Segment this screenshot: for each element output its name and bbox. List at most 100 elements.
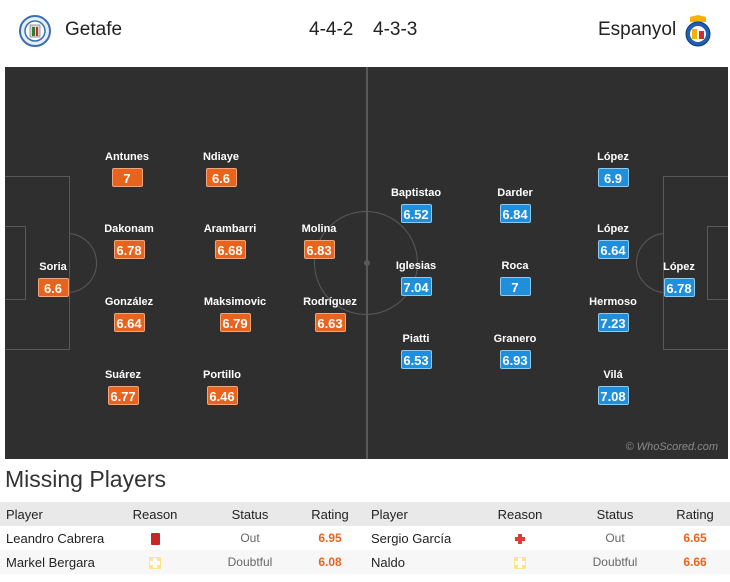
- player-rating: 6.9: [597, 168, 629, 187]
- player-name: Hermoso: [589, 296, 637, 308]
- table-row: Markel Bergara Doubtful 6.08 Naldo Doubt…: [0, 550, 730, 574]
- rating-cell: 6.65: [660, 526, 730, 550]
- player-rating: 6.83: [303, 240, 335, 259]
- column-header-rating[interactable]: Rating: [295, 502, 365, 526]
- home-team-name[interactable]: Getafe: [65, 19, 123, 40]
- player-rating: 6.78: [663, 278, 695, 297]
- player-marker[interactable]: López 6.64: [573, 222, 653, 260]
- reason-cell: [105, 526, 205, 550]
- column-header-rating[interactable]: Rating: [660, 502, 730, 526]
- rating-cell: 6.95: [295, 526, 365, 550]
- injury-icon: [514, 533, 526, 546]
- player-marker[interactable]: Maksimovic 6.79: [195, 295, 275, 333]
- away-team-name[interactable]: Espanyol: [598, 19, 677, 40]
- player-marker[interactable]: Suárez 6.77: [83, 368, 163, 406]
- rating-cell: 6.66: [660, 550, 730, 574]
- player-marker[interactable]: Antunes 7: [87, 150, 167, 188]
- missing-players-title: Missing Players: [5, 466, 167, 492]
- player-rating: 6.79: [219, 313, 251, 332]
- player-marker[interactable]: Rodríguez 6.63: [290, 295, 370, 333]
- status-cell: Out: [570, 526, 660, 550]
- player-rating: 7.04: [400, 277, 432, 296]
- player-marker[interactable]: López 6.9: [573, 150, 653, 188]
- player-marker[interactable]: López 6.78: [639, 260, 719, 298]
- player-name: López: [597, 223, 629, 235]
- player-rating: 6.78: [113, 240, 145, 259]
- player-name: Dakonam: [104, 223, 154, 235]
- penalty-box-left: [5, 176, 70, 350]
- player-rating: 6.64: [113, 313, 145, 332]
- player-rating: 6.84: [499, 204, 531, 223]
- player-marker[interactable]: Hermoso 7.23: [573, 295, 653, 333]
- player-marker[interactable]: Soria 6.6: [13, 260, 93, 298]
- center-spot: [364, 260, 370, 266]
- watermark: © WhoScored.com: [625, 441, 718, 453]
- column-header-status[interactable]: Status: [570, 502, 660, 526]
- player-name: Suárez: [104, 369, 142, 381]
- player-name: Portillo: [203, 369, 241, 381]
- away-formation: 4-3-3: [373, 19, 418, 40]
- player-marker[interactable]: Piatti 6.53: [376, 332, 456, 370]
- player-marker[interactable]: Portillo 6.46: [182, 368, 262, 406]
- center-circle: [314, 211, 418, 315]
- column-header-status[interactable]: Status: [205, 502, 295, 526]
- home-formation: 4-4-2: [309, 19, 354, 40]
- player-rating: 7: [499, 277, 531, 296]
- player-rating: 7.23: [597, 313, 629, 332]
- player-name: Ndiaye: [202, 151, 240, 163]
- player-name: Arambarri: [203, 223, 257, 235]
- player-rating: 7: [111, 168, 143, 187]
- player-rating: 6.46: [206, 386, 238, 405]
- player-link[interactable]: Naldo: [365, 550, 470, 574]
- player-rating: 6.64: [597, 240, 629, 259]
- six-yard-box-left: [5, 226, 26, 300]
- player-marker[interactable]: Granero 6.93: [475, 332, 555, 370]
- player-rating: 6.63: [314, 313, 346, 332]
- player-name: Vilá: [603, 369, 623, 381]
- player-name: Molina: [301, 223, 337, 235]
- getafe-crest-icon[interactable]: [19, 14, 51, 48]
- status-cell: Doubtful: [205, 550, 295, 574]
- doubtful-icon: [514, 557, 526, 570]
- player-name: Iglesias: [395, 260, 437, 272]
- player-rating: 6.77: [107, 386, 139, 405]
- player-marker[interactable]: Dakonam 6.78: [89, 222, 169, 260]
- red-card-icon: [150, 533, 160, 546]
- column-header-reason[interactable]: Reason: [105, 502, 205, 526]
- player-marker[interactable]: Iglesias 7.04: [376, 259, 456, 297]
- player-marker[interactable]: Roca 7: [475, 259, 555, 297]
- player-name: Soria: [39, 261, 67, 273]
- player-rating: 6.6: [205, 168, 237, 187]
- match-header: Getafe 4-4-2 4-3-3 Espanyol: [0, 0, 730, 64]
- player-rating: 6.93: [499, 350, 531, 369]
- espanyol-crest-icon[interactable]: [682, 14, 714, 48]
- pitch: Soria 6.6 Antunes 7 Dakonam 6.78 Gonzále…: [5, 67, 728, 459]
- player-marker[interactable]: González 6.64: [89, 295, 169, 333]
- player-name: Darder: [497, 187, 533, 199]
- column-header-reason[interactable]: Reason: [470, 502, 570, 526]
- player-marker[interactable]: Molina 6.83: [279, 222, 359, 260]
- penalty-box-right: [663, 176, 728, 350]
- table-row: Leandro Cabrera Out 6.95 Sergio García O…: [0, 526, 730, 550]
- player-marker[interactable]: Darder 6.84: [475, 186, 555, 224]
- player-name: González: [104, 296, 154, 308]
- player-rating: 6.53: [400, 350, 432, 369]
- player-marker[interactable]: Arambarri 6.68: [190, 222, 270, 260]
- player-marker[interactable]: Vilá 7.08: [573, 368, 653, 406]
- column-header-player[interactable]: Player: [365, 502, 470, 526]
- player-link[interactable]: Markel Bergara: [0, 550, 105, 574]
- column-header-player[interactable]: Player: [0, 502, 105, 526]
- player-name: Piatti: [402, 333, 430, 345]
- player-rating: 7.08: [597, 386, 629, 405]
- reason-cell: [105, 550, 205, 574]
- player-link[interactable]: Leandro Cabrera: [0, 526, 105, 550]
- status-cell: Doubtful: [570, 550, 660, 574]
- player-marker[interactable]: Ndiaye 6.6: [181, 150, 261, 188]
- player-name: López: [597, 151, 629, 163]
- player-name: Maksimovic: [203, 296, 267, 308]
- player-marker[interactable]: Baptistao 6.52: [376, 186, 456, 224]
- player-name: Antunes: [105, 151, 149, 163]
- player-link[interactable]: Sergio García: [365, 526, 470, 550]
- reason-cell: [470, 526, 570, 550]
- doubtful-icon: [149, 557, 161, 570]
